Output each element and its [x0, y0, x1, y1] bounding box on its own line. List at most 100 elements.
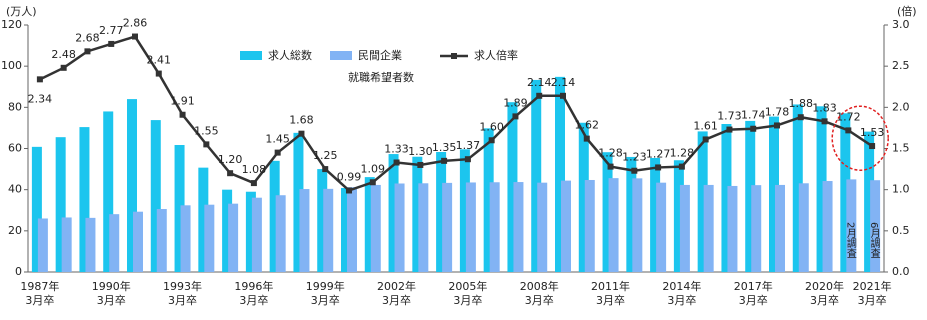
bar	[507, 102, 518, 272]
legend-label: 民間企業	[358, 48, 402, 62]
ratio-point	[512, 113, 519, 120]
y2-tick-label: 2.0	[892, 100, 910, 113]
bar	[703, 184, 714, 272]
value-label: 2.77	[99, 24, 124, 37]
bar	[364, 177, 375, 272]
bar	[721, 124, 732, 273]
bar	[608, 178, 619, 272]
ratio-point	[155, 70, 162, 77]
survey-note: 2月調査	[844, 222, 856, 258]
ratio-point	[298, 130, 305, 137]
y2-tick-label: 1.5	[892, 142, 910, 155]
bar	[293, 132, 304, 272]
bar	[347, 187, 357, 272]
ratio-point	[774, 122, 780, 129]
bar	[245, 191, 256, 272]
value-label: 1.78	[765, 105, 790, 118]
ratio-point	[108, 40, 115, 47]
bar	[751, 185, 762, 272]
value-label: 1.62	[575, 119, 600, 132]
ratio-point	[393, 159, 400, 166]
bar	[222, 189, 233, 272]
bar	[816, 106, 827, 272]
value-label: 1.73	[717, 110, 742, 123]
bar	[602, 152, 613, 272]
value-label: 1.30	[408, 145, 433, 158]
x-tick-label: 3月卒	[525, 293, 554, 307]
y2-tick-label: 3.0	[892, 18, 910, 31]
value-label: 1.33	[384, 142, 409, 155]
bar	[798, 183, 809, 272]
ratio-point	[322, 166, 329, 173]
x-tick-label: 3月卒	[453, 293, 482, 307]
bar	[228, 203, 239, 272]
value-label: 1.68	[289, 114, 314, 127]
ratio-point	[132, 33, 138, 40]
bar	[394, 183, 405, 272]
bar	[317, 169, 328, 272]
x-tick-label: 3月卒	[739, 293, 768, 307]
bar	[584, 179, 595, 272]
bar	[632, 178, 643, 272]
ratio-point	[607, 163, 614, 170]
value-label: 1.35	[432, 141, 457, 154]
bar	[840, 113, 851, 273]
ratio-point	[488, 137, 495, 144]
bar	[341, 188, 351, 272]
ratio-point	[346, 187, 352, 194]
x-tick-label: 3月卒	[25, 293, 54, 307]
ratio-point	[203, 141, 210, 148]
bar	[531, 79, 542, 273]
ratio-point	[631, 167, 638, 174]
ratio-point	[536, 92, 543, 99]
bar	[388, 154, 399, 272]
x-tick-label: 3月卒	[858, 293, 887, 307]
ratio-point	[417, 161, 424, 168]
x-tick-label: 1999年	[306, 279, 345, 293]
x-tick-label: 3月卒	[311, 293, 340, 307]
value-label: 1.37	[456, 139, 481, 152]
bar	[198, 167, 209, 272]
bar	[103, 111, 114, 272]
bar	[555, 76, 565, 273]
x-tick-label: 1996年	[234, 279, 273, 293]
value-label: 1.61	[693, 119, 718, 132]
ratio-point	[845, 127, 852, 134]
survey-note: 6月調査	[868, 222, 880, 258]
value-label: 1.60	[479, 120, 504, 133]
x-tick-label: 3月卒	[810, 293, 839, 307]
bar	[745, 120, 756, 272]
value-label: 0.99	[337, 170, 362, 183]
bar	[626, 156, 637, 272]
ratio-point	[655, 164, 662, 171]
ratio-line	[39, 35, 873, 192]
bar	[418, 183, 429, 272]
bar	[61, 217, 72, 272]
x-tick-label: 2017年	[734, 279, 773, 293]
bar	[204, 204, 215, 272]
ratio-point	[702, 136, 709, 143]
value-label: 1.55	[194, 124, 219, 137]
y-axis-label: (万人)	[6, 5, 37, 18]
ratio-point	[726, 126, 733, 133]
ratio-point	[36, 76, 43, 83]
bar	[442, 182, 453, 272]
x-tick-label: 1990年	[92, 279, 131, 293]
x-tick-label: 2011年	[591, 279, 630, 293]
y2-tick-label: 0.0	[892, 265, 910, 278]
x-tick-label: 2020年	[805, 279, 844, 293]
value-label: 1.25	[313, 149, 338, 162]
bar	[133, 211, 143, 272]
bar	[251, 197, 262, 272]
value-label: 2.14	[527, 76, 552, 89]
ratio-point	[560, 92, 566, 99]
bar	[85, 217, 96, 272]
bar	[323, 188, 334, 272]
bar	[697, 131, 708, 272]
bar	[822, 181, 833, 272]
bar	[150, 120, 161, 272]
value-label: 1.45	[265, 133, 290, 146]
value-label: 1.23	[622, 151, 647, 164]
y-tick-label: 40	[8, 183, 22, 196]
